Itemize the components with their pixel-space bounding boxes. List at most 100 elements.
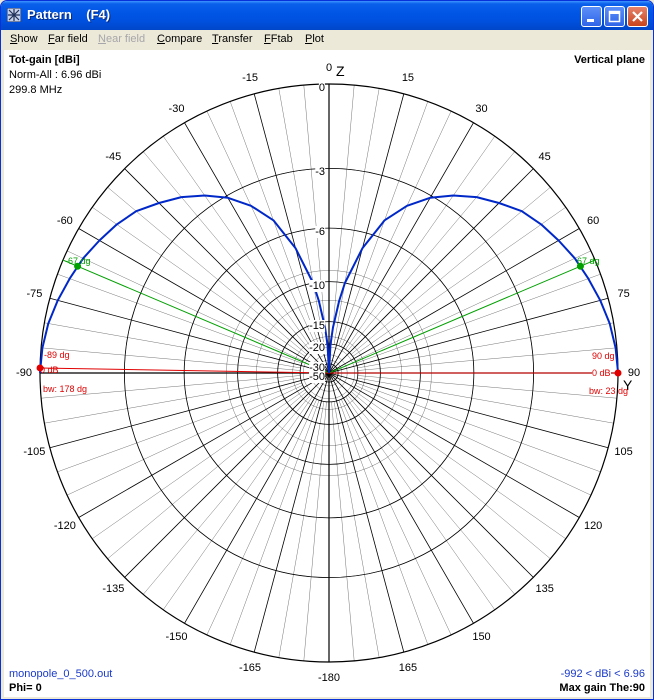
pattern-curve	[39, 194, 330, 374]
grid-spoke	[206, 110, 317, 347]
grid-spoke	[331, 85, 355, 345]
grid-spoke	[229, 400, 320, 645]
phi-label: Phi= 0	[9, 682, 42, 694]
grid-spoke	[328, 372, 609, 449]
grid-spoke	[57, 382, 302, 473]
grid-spoke	[345, 136, 495, 350]
norm-label: Norm-All : 6.96 dBi	[9, 69, 102, 81]
grid-spoke	[184, 372, 330, 624]
close-icon	[632, 11, 643, 22]
menu-compare[interactable]: Compare	[157, 33, 203, 45]
bw-right-label: bw: 23 dg	[589, 386, 629, 396]
grid-spoke	[229, 101, 320, 346]
menu-far-field[interactable]: Far field	[48, 33, 88, 45]
grid-spoke	[92, 207, 306, 357]
angle-tick-label: -180	[317, 672, 341, 684]
grid-spoke	[341, 110, 452, 347]
grid-spoke	[184, 122, 330, 374]
maximize-icon	[608, 10, 621, 23]
angle-tick-label: -30	[168, 102, 185, 115]
grid-spoke	[338, 400, 429, 645]
radial-tick-label: -20	[309, 342, 325, 355]
grid-spoke	[357, 322, 614, 369]
angle-tick-label: -105	[23, 445, 46, 458]
grid-spoke	[328, 228, 580, 374]
grid-spoke	[107, 391, 308, 559]
angle-tick-label: 90	[627, 367, 641, 379]
angle-tick-label: 60	[587, 214, 600, 227]
menu-plot[interactable]: Plot	[305, 33, 324, 45]
angle-tick-label: 120	[583, 519, 603, 532]
grid-spoke	[253, 372, 330, 653]
beam-line	[328, 259, 596, 374]
angle-tick-label: -90	[16, 367, 32, 379]
plane-label: Vertical plane	[574, 54, 645, 66]
radial-tick-label: -30	[309, 361, 325, 374]
beam-marker	[576, 262, 584, 270]
radial-tick-label: -6	[315, 226, 325, 239]
title-bar[interactable]: Pattern (F4)	[1, 1, 653, 30]
beam-marker	[74, 262, 82, 270]
grid-spoke	[66, 385, 303, 496]
max-marker	[36, 364, 44, 372]
angle-tick-label: 75	[617, 288, 630, 301]
app-icon	[7, 8, 21, 22]
max-angle-left-label: -89 dg	[44, 350, 70, 360]
grid-spoke	[44, 377, 301, 424]
minimize-icon	[587, 19, 594, 22]
grid-spoke	[78, 228, 330, 374]
grid-spoke	[331, 401, 355, 661]
filename-label: monopole_0_500.out	[9, 668, 113, 680]
grid-spoke	[341, 399, 452, 636]
bw-left-label: bw: 178 dg	[43, 384, 88, 394]
beam-angle-left-label: -67 dg	[64, 256, 91, 267]
grid-spoke	[328, 93, 405, 374]
grid-spoke	[328, 372, 474, 624]
menu-near-field[interactable]: Near field	[98, 33, 146, 45]
grid-spoke	[107, 187, 308, 355]
beam-angle-right-label: 67 dg	[577, 256, 600, 267]
angle-tick-label: -150	[165, 631, 188, 644]
grid-spoke	[163, 396, 313, 610]
minimize-button[interactable]	[581, 6, 602, 27]
frequency-label: 299.8 MHz	[9, 84, 63, 96]
angle-tick-label: -45	[105, 151, 122, 164]
z-axis-label: Z	[336, 63, 345, 79]
angle-tick-label: 0	[325, 62, 333, 74]
grid-spoke	[163, 136, 313, 350]
close-button[interactable]	[627, 6, 648, 27]
grid-spoke	[57, 273, 302, 364]
max-level-right-label: 0 dB	[592, 368, 611, 378]
angle-tick-label: -75	[26, 288, 43, 301]
grid-spoke	[356, 382, 601, 473]
grid-spoke	[49, 297, 330, 374]
radial-tick-label: 0	[318, 82, 325, 94]
grid-spoke	[352, 389, 566, 539]
radial-tick-label: -10	[309, 279, 325, 292]
polar-chart	[36, 83, 622, 663]
angle-tick-label: -135	[102, 582, 125, 595]
range-label: -992 < dBi < 6.96	[560, 668, 645, 680]
maximize-button[interactable]	[604, 6, 625, 27]
menu-fftab[interactable]: FFtab	[264, 33, 293, 45]
chart-marks	[36, 194, 622, 377]
angle-tick-label: 15	[401, 72, 415, 85]
menu-transfer[interactable]: Transfer	[212, 33, 253, 45]
grid-spoke	[49, 372, 330, 449]
max-line	[40, 367, 330, 374]
grid-spoke	[92, 389, 306, 539]
grid-spoke	[333, 88, 380, 345]
max-marker	[614, 369, 622, 377]
radial-tick-label: -3	[315, 166, 325, 179]
max-gain-label: Max gain The:90	[559, 682, 645, 694]
grid-spoke	[356, 273, 601, 364]
grid-spoke	[357, 377, 614, 424]
grid-spoke	[357, 347, 617, 371]
menu-show[interactable]: Show	[10, 33, 38, 45]
angle-tick-label: 165	[398, 661, 418, 674]
grid-spoke	[357, 375, 617, 399]
grid-spoke	[347, 394, 515, 595]
angle-tick-label: 45	[538, 151, 551, 164]
grid-spoke	[350, 391, 551, 559]
